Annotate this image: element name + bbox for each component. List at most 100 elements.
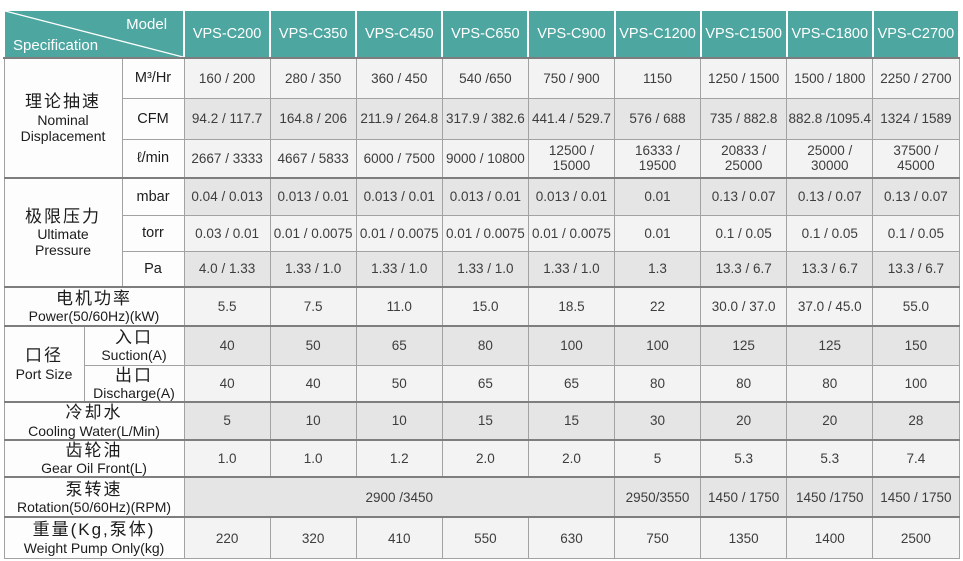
value-cell: 1.33 / 1.0 bbox=[441, 250, 529, 288]
value-cell: 11.0 bbox=[355, 286, 443, 327]
row-torr: torr 0.03 / 0.01 0.01 / 0.0075 0.01 / 0.… bbox=[4, 214, 960, 252]
row-label-weight: 重量(Kg,泵体) Weight Pump Only(kg) bbox=[3, 516, 185, 559]
value-cell: 1.33 / 1.0 bbox=[269, 250, 357, 288]
row-label-nominal-displacement: 理论抽速 Nominal Displacement bbox=[3, 57, 123, 179]
rotation-label-en: Rotation(50/60Hz)(RPM) bbox=[16, 499, 172, 516]
value-cell: 2.0 bbox=[441, 438, 529, 478]
gearoil-label-en: Gear Oil Front(L) bbox=[41, 460, 147, 477]
value-cell: 0.01 / 0.0075 bbox=[269, 214, 357, 252]
value-cell: 540 /650 bbox=[441, 57, 529, 99]
value-cell: 1.3 bbox=[613, 250, 702, 288]
value-cell: 2250 / 2700 bbox=[872, 57, 960, 99]
value-cell: 1250 / 1500 bbox=[700, 57, 788, 99]
value-cell: 15 bbox=[441, 401, 529, 441]
value-cell: 1.33 / 1.0 bbox=[355, 250, 443, 288]
value-cell: 2950/3550 bbox=[613, 476, 702, 518]
value-cell: 30 bbox=[613, 401, 702, 441]
value-cell: 5 bbox=[183, 401, 271, 441]
row-weight: 重量(Kg,泵体) Weight Pump Only(kg) 220 320 4… bbox=[3, 516, 960, 559]
value-cell: 94.2 / 117.7 bbox=[183, 97, 271, 140]
value-cell: 2.0 bbox=[527, 438, 616, 478]
nominal-label-en1: Nominal bbox=[37, 111, 89, 128]
value-cell: 220 bbox=[183, 516, 271, 559]
row-label-suction: 入口 Suction(A) bbox=[83, 325, 185, 366]
value-cell: 0.013 / 0.01 bbox=[355, 177, 443, 216]
value-cell: 5.5 bbox=[183, 286, 271, 327]
value-cell: 317.9 / 382.6 bbox=[441, 97, 529, 140]
suction-label-cn: 入口 bbox=[115, 327, 154, 347]
ultimate-label-en1: Ultimate bbox=[37, 226, 89, 243]
row-pa: Pa 4.0 / 1.33 1.33 / 1.0 1.33 / 1.0 1.33… bbox=[4, 250, 960, 288]
value-cell: 0.03 / 0.01 bbox=[183, 214, 271, 252]
value-cell: 1450 / 1750 bbox=[872, 476, 960, 518]
row-power: 电机功率 Power(50/60Hz)(kW) 5.5 7.5 11.0 15.… bbox=[3, 286, 960, 327]
value-cell: 5.3 bbox=[700, 438, 788, 478]
row-rotation: 泵转速 Rotation(50/60Hz)(RPM) 2900 /3450 29… bbox=[3, 476, 960, 518]
value-cell: 15.0 bbox=[441, 286, 529, 327]
value-cell: 80 bbox=[786, 364, 874, 403]
row-discharge: 出口 Discharge(A) 40 40 50 65 65 80 80 80 … bbox=[4, 364, 960, 403]
value-cell: 410 bbox=[355, 516, 443, 559]
value-cell: 16333 / 19500 bbox=[613, 138, 702, 179]
value-cell: 28 bbox=[872, 401, 960, 441]
value-cell: 37500 / 45000 bbox=[872, 138, 960, 179]
cooling-label-en: Cooling Water(L/Min) bbox=[28, 422, 160, 439]
value-cell: 1.2 bbox=[355, 438, 443, 478]
weight-label-cn: 重量(Kg,泵体) bbox=[32, 520, 156, 540]
value-cell: 576 / 688 bbox=[613, 97, 702, 140]
value-cell: 0.04 / 0.013 bbox=[183, 177, 271, 216]
model-header-c900: VPS-C900 bbox=[527, 9, 616, 59]
value-cell: 211.9 / 264.8 bbox=[355, 97, 443, 140]
value-cell: 37.0 / 45.0 bbox=[786, 286, 874, 327]
value-cell: 150 bbox=[872, 325, 960, 366]
value-cell: 2667 / 3333 bbox=[183, 138, 271, 179]
unit-cell-mbar: mbar bbox=[121, 177, 185, 216]
discharge-label-en: Discharge(A) bbox=[93, 385, 175, 402]
value-cell: 0.13 / 0.07 bbox=[700, 177, 788, 216]
value-cell: 0.01 / 0.0075 bbox=[355, 214, 443, 252]
value-cell: 0.013 / 0.01 bbox=[269, 177, 357, 216]
value-cell: 40 bbox=[269, 364, 357, 403]
value-cell: 18.5 bbox=[527, 286, 616, 327]
row-label-discharge: 出口 Discharge(A) bbox=[83, 364, 185, 403]
value-cell: 1150 bbox=[613, 57, 702, 99]
unit-cell-pa: Pa bbox=[121, 250, 185, 288]
value-cell: 50 bbox=[355, 364, 443, 403]
rotation-label-cn: 泵转速 bbox=[65, 479, 123, 499]
model-header-c1500: VPS-C1500 bbox=[699, 9, 788, 59]
row-label-cooling-water: 冷却水 Cooling Water(L/Min) bbox=[3, 401, 185, 441]
value-cell: 280 / 350 bbox=[269, 57, 357, 99]
unit-cell-lmin: ℓ/min bbox=[121, 138, 185, 179]
value-cell: 2500 bbox=[872, 516, 960, 559]
value-cell: 50 bbox=[269, 325, 357, 366]
cooling-label-cn: 冷却水 bbox=[65, 403, 123, 423]
unit-cell-m3hr: M³/Hr bbox=[121, 57, 185, 99]
value-cell: 65 bbox=[441, 364, 529, 403]
value-cell: 0.013 / 0.01 bbox=[527, 177, 616, 216]
value-cell: 1.0 bbox=[183, 438, 271, 478]
value-cell: 0.13 / 0.07 bbox=[786, 177, 874, 216]
value-cell: 100 bbox=[613, 325, 702, 366]
value-cell: 1350 bbox=[700, 516, 788, 559]
value-cell: 13.3 / 6.7 bbox=[872, 250, 960, 288]
value-cell: 1500 / 1800 bbox=[786, 57, 874, 99]
value-cell: 10 bbox=[355, 401, 443, 441]
unit-cell-torr: torr bbox=[121, 214, 185, 252]
value-cell: 5.3 bbox=[786, 438, 874, 478]
row-label-ultimate-pressure: 极限压力 Ultimate Pressure bbox=[3, 177, 123, 288]
model-label: Model bbox=[126, 16, 168, 33]
value-cell: 550 bbox=[441, 516, 529, 559]
value-cell: 20833 / 25000 bbox=[700, 138, 788, 179]
value-cell: 0.01 bbox=[613, 177, 702, 216]
value-cell: 4.0 / 1.33 bbox=[183, 250, 271, 288]
spec-table: Model Specification VPS-C200 VPS-C350 VP… bbox=[2, 9, 961, 559]
value-cell: 55.0 bbox=[872, 286, 960, 327]
model-spec-corner-cell: Model Specification bbox=[2, 9, 186, 59]
value-cell: 1400 bbox=[786, 516, 874, 559]
value-cell: 164.8 / 206 bbox=[269, 97, 357, 140]
row-cooling-water: 冷却水 Cooling Water(L/Min) 5 10 10 15 15 3… bbox=[3, 401, 960, 441]
value-cell: 12500 / 15000 bbox=[527, 138, 616, 179]
value-cell: 750 bbox=[613, 516, 702, 559]
row-m3hr: 理论抽速 Nominal Displacement M³/Hr 160 / 20… bbox=[3, 57, 960, 179]
